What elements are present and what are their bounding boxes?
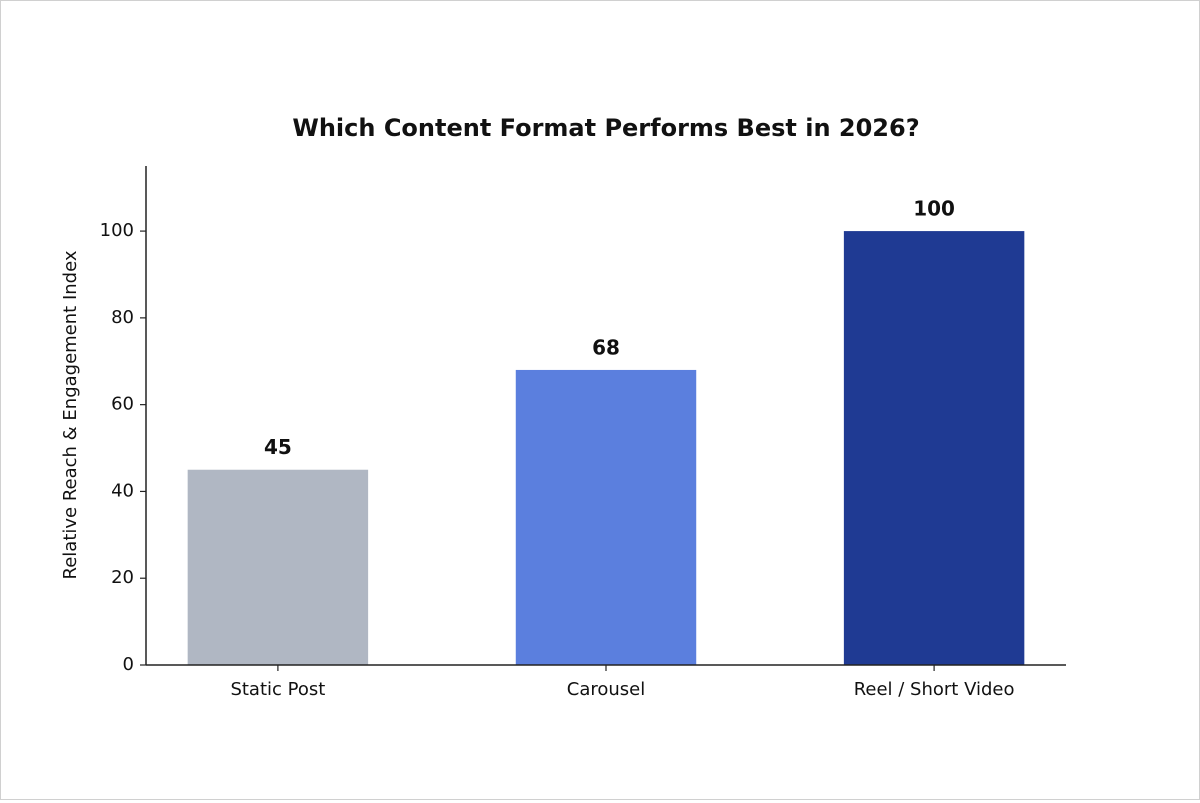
y-axis-label: Relative Reach & Engagement Index [60, 250, 81, 579]
value-label: 100 [913, 197, 955, 221]
bar [515, 369, 697, 665]
x-tick-label: Static Post [230, 679, 325, 700]
y-tick-label: 80 [111, 307, 134, 328]
value-label: 45 [264, 435, 292, 459]
x-tick-label: Reel / Short Video [854, 679, 1015, 700]
x-tick-label: Carousel [567, 679, 645, 700]
bar [187, 469, 369, 665]
y-tick-label: 60 [111, 394, 134, 415]
bar [843, 231, 1025, 665]
y-tick-label: 0 [123, 654, 134, 675]
y-tick-label: 20 [111, 567, 134, 588]
value-label: 68 [592, 335, 620, 359]
chart-title: Which Content Format Performs Best in 20… [292, 114, 919, 142]
y-tick-label: 40 [111, 480, 134, 501]
y-tick-label: 100 [100, 220, 134, 241]
